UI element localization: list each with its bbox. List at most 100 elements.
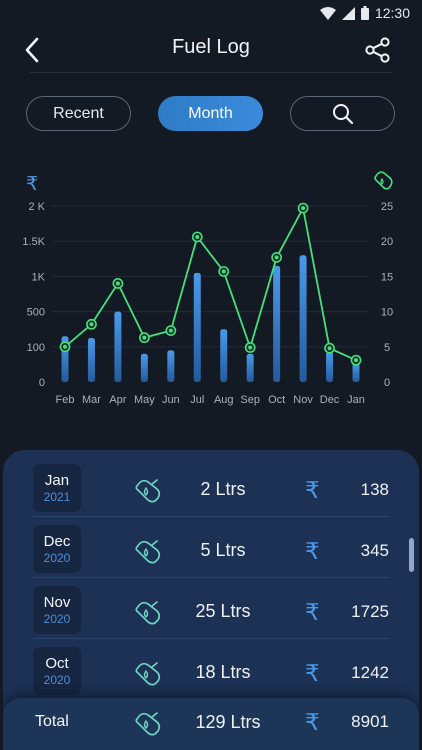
bar <box>299 255 307 382</box>
svg-text:₹: ₹ <box>305 600 320 624</box>
tab-search[interactable] <box>290 96 395 131</box>
fuel-icon <box>135 662 161 686</box>
scrollbar[interactable] <box>409 538 414 572</box>
left-tick-label: 100 <box>27 342 45 354</box>
entry-litres: 25 Ltrs <box>195 601 251 621</box>
entry-amount: 1242 <box>351 663 389 682</box>
line-point-core <box>248 345 253 350</box>
rupee-icon: ₹ <box>305 600 320 624</box>
entries-panel: Jan 2021 2 Ltrs ₹ 138 Dec 2020 5 Ltrs ₹ … <box>3 450 419 750</box>
left-tick-label: 2 K <box>28 201 45 213</box>
x-tick-label: Aug <box>214 394 234 406</box>
total-label: Total <box>35 713 69 730</box>
x-tick-label: Jul <box>190 394 204 406</box>
entry-row[interactable]: Jan 2021 2 Ltrs ₹ 138 <box>33 456 389 517</box>
share-button[interactable] <box>364 36 392 64</box>
search-icon <box>332 103 353 124</box>
rupee-axis-icon: ₹ <box>26 173 38 195</box>
bar <box>352 362 360 382</box>
back-button[interactable] <box>20 36 46 64</box>
bar <box>273 265 281 382</box>
entry-row[interactable]: Dec 2020 5 Ltrs ₹ 345 <box>33 517 389 578</box>
right-tick-label: 10 <box>381 307 393 319</box>
entry-year: 2020 <box>43 612 71 626</box>
svg-text:₹: ₹ <box>26 173 38 195</box>
total-bar: Total 129 Ltrs ₹ 8901 <box>3 698 419 750</box>
x-tick-label: Sep <box>240 394 260 406</box>
bar <box>220 329 228 382</box>
x-tick-label: Apr <box>109 394 126 406</box>
line-point-core <box>274 255 279 260</box>
left-tick-label: 500 <box>27 307 45 319</box>
rupee-icon: ₹ <box>305 661 320 685</box>
fuel-chart: ₹ 0 0 100 5 500 10 1K 15 1.5K 20 2 K 25 Feb Mar Apr May… <box>22 171 393 406</box>
line-point-core <box>195 234 200 239</box>
fuel-icon <box>135 601 161 625</box>
date-badge: Nov 2020 <box>33 586 81 634</box>
fuel-axis-icon <box>374 171 393 190</box>
line-point-core <box>301 206 306 211</box>
status-time: 12:30 <box>374 5 410 21</box>
entry-amount: 345 <box>360 541 389 560</box>
chevron-left-icon <box>25 37 39 63</box>
battery-icon <box>360 6 369 20</box>
entry-year: 2020 <box>43 673 71 687</box>
fuel-line <box>64 205 357 361</box>
rupee-icon: ₹ <box>305 539 320 563</box>
right-tick-label: 5 <box>384 342 390 354</box>
row-divider <box>33 638 389 639</box>
wifi-icon <box>319 6 336 20</box>
rupee-icon: ₹ <box>305 710 320 734</box>
svg-text:₹: ₹ <box>305 539 320 563</box>
left-tick-label: 1K <box>32 271 46 283</box>
share-icon <box>365 37 390 63</box>
line-point-core <box>142 335 147 340</box>
status-bar: 12:30 <box>0 0 422 26</box>
x-tick-label: Dec <box>320 394 340 406</box>
line-point-core <box>89 322 94 327</box>
total-amount: 8901 <box>351 712 389 731</box>
bar <box>193 272 201 382</box>
x-tick-label: Feb <box>56 394 75 406</box>
tab-month[interactable]: Month <box>158 96 263 131</box>
bar <box>140 353 148 382</box>
entry-year: 2020 <box>43 551 71 565</box>
entry-month: Dec <box>43 533 71 550</box>
entry-row[interactable]: Nov 2020 25 Ltrs ₹ 1725 <box>33 578 389 639</box>
entry-amount: 138 <box>360 480 389 499</box>
svg-text:₹: ₹ <box>305 478 320 502</box>
fuel-icon <box>135 479 161 503</box>
line-point-core <box>354 358 358 363</box>
date-badge: Dec 2020 <box>33 525 81 573</box>
x-tick-label: Oct <box>268 394 285 406</box>
x-tick-label: Jun <box>162 394 180 406</box>
date-badge: Jan 2021 <box>33 464 81 512</box>
date-badge: Oct 2020 <box>33 647 81 695</box>
line-point-core <box>168 328 173 333</box>
bar <box>114 311 122 382</box>
right-tick-label: 20 <box>381 236 393 248</box>
left-tick-label: 1.5K <box>22 236 45 248</box>
bar <box>326 352 334 382</box>
right-tick-label: 15 <box>381 271 393 283</box>
entry-month: Jan <box>44 472 70 489</box>
header-divider <box>30 72 392 73</box>
entry-month: Oct <box>45 655 69 672</box>
bar <box>167 350 175 382</box>
entry-amount: 1725 <box>351 602 389 621</box>
x-tick-label: Jan <box>347 394 365 406</box>
line-point-core <box>327 346 332 351</box>
line-point-core <box>221 269 226 274</box>
bar <box>246 353 254 382</box>
tab-recent[interactable]: Recent <box>26 96 131 131</box>
right-tick-label: 25 <box>381 201 393 213</box>
entry-litres: 5 Ltrs <box>200 540 246 560</box>
x-tick-label: Mar <box>82 394 101 406</box>
entry-litres: 2 Ltrs <box>200 479 246 499</box>
entry-litres: 18 Ltrs <box>195 662 251 682</box>
entry-row[interactable]: Oct 2020 18 Ltrs ₹ 1242 <box>33 639 389 700</box>
period-tabs: Recent Month <box>0 96 422 132</box>
line-point-core <box>115 281 120 286</box>
svg-text:₹: ₹ <box>305 661 320 685</box>
row-divider <box>33 577 389 578</box>
